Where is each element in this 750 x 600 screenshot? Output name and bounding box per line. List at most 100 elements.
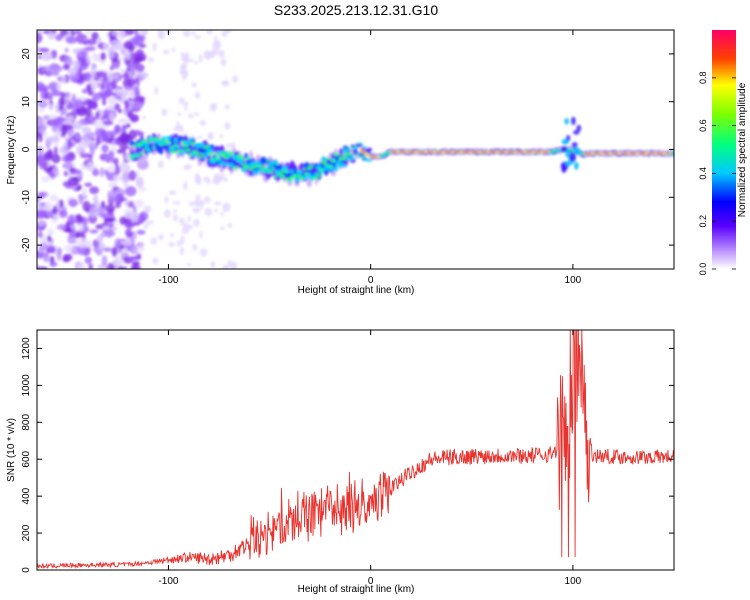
ridge-blob: [308, 165, 315, 168]
ridge-blob: [287, 177, 293, 181]
faint-blob: [179, 247, 185, 255]
faint-blob: [214, 201, 222, 206]
spectrogram-x-tick-label: 100: [565, 275, 582, 286]
ridge-blob: [270, 167, 275, 170]
ridge-blob: [205, 145, 210, 149]
noise-blob: [53, 145, 58, 157]
noise-blob: [91, 31, 99, 41]
ridge-blob: [187, 153, 193, 157]
noise-blob: [43, 253, 49, 263]
spectrogram-y-tick-label: 20: [21, 48, 32, 60]
ridge-peak-segment: [584, 152, 670, 155]
faint-blob: [146, 220, 155, 225]
ridge-peak-segment: [360, 149, 369, 156]
ridge-blob: [250, 161, 257, 166]
ridge-blob: [298, 177, 305, 180]
ridge-blob: [320, 160, 327, 164]
spectrogram-heatmap: [37, 30, 674, 269]
burst-blob: [570, 116, 576, 126]
noise-blob: [37, 99, 48, 109]
faint-blob: [214, 35, 218, 43]
faint-blob: [218, 134, 224, 138]
ridge-blob: [331, 159, 336, 163]
noise-blob: [108, 47, 115, 59]
noise-blob: [64, 244, 74, 253]
noise-blob: [72, 60, 81, 71]
snr-y-tick-label: 0: [21, 567, 32, 573]
ridge-blob: [158, 139, 164, 145]
ridge-blob: [233, 166, 240, 169]
colorbar-tick-label: 0.0: [698, 263, 708, 276]
noise-blob: [76, 148, 81, 154]
ridge-blob: [267, 170, 274, 174]
ridge-blob: [224, 162, 229, 167]
faint-blob: [196, 180, 202, 186]
noise-blob: [119, 143, 130, 151]
ridge-blob: [355, 154, 361, 157]
noise-blob: [114, 124, 121, 134]
noise-blob: [116, 258, 125, 268]
noise-blob: [78, 194, 84, 205]
faint-blob: [204, 196, 211, 204]
spectrogram-y-tick-label: 10: [21, 96, 32, 108]
ridge-blob: [265, 159, 271, 162]
ridge-blob: [347, 147, 354, 150]
faint-blob: [183, 30, 191, 37]
ridge-blob: [306, 166, 312, 170]
noise-blob: [107, 190, 117, 200]
snr-x-tick-label: 0: [368, 576, 374, 587]
burst-blob: [561, 164, 567, 173]
noise-blob: [84, 256, 93, 265]
ridge-blob: [257, 164, 264, 168]
ridge-blob: [340, 157, 347, 161]
ridge-blob: [209, 157, 215, 161]
faint-blob: [176, 240, 182, 247]
ridge-blob: [221, 153, 227, 157]
faint-blob: [170, 233, 174, 238]
ridge-blob: [229, 151, 234, 155]
noise-blob: [86, 55, 91, 64]
noise-blob: [47, 70, 59, 76]
ridge-blob: [273, 175, 278, 178]
noise-blob: [37, 208, 46, 219]
colorbar-tick-label: 0.6: [698, 119, 708, 132]
ridge-blob: [185, 148, 191, 152]
noise-blob: [46, 119, 59, 127]
noise-blob: [61, 109, 68, 115]
ridge-blob: [303, 172, 310, 175]
ridge-blob: [379, 155, 385, 157]
faint-blob: [173, 213, 178, 222]
colorbar-tick-label: 0.2: [698, 215, 708, 228]
noise-blob: [88, 263, 94, 269]
faint-blob: [161, 108, 168, 116]
noise-blob: [59, 199, 64, 209]
noise-blob: [86, 161, 95, 172]
noise-blob: [132, 255, 141, 261]
ridge-blob: [129, 155, 135, 159]
noise-blob: [84, 182, 93, 187]
ridge-blob: [296, 174, 303, 178]
faint-blob: [147, 57, 155, 63]
noise-blob: [65, 36, 78, 44]
noise-blob: [64, 227, 73, 233]
noise-blob: [43, 88, 49, 94]
faint-blob: [192, 243, 198, 251]
faint-blob: [193, 112, 200, 116]
noise-blob: [89, 229, 99, 234]
ridge-blob: [349, 158, 356, 163]
noise-blob: [52, 212, 60, 222]
snr-y-tick-label: 600: [21, 450, 32, 467]
noise-blob: [133, 102, 144, 109]
ridge-blob: [360, 156, 365, 159]
faint-blob: [187, 225, 194, 230]
noise-blob: [130, 65, 137, 72]
colorbar-tick-label: 0.4: [698, 167, 708, 180]
ridge-blob: [156, 138, 162, 141]
faint-blob: [212, 176, 221, 185]
faint-blob: [211, 102, 218, 108]
ridge-blob: [141, 139, 147, 143]
noise-blob: [76, 98, 83, 109]
snr-y-tick-label: 400: [21, 487, 32, 504]
noise-blobs: [37, 30, 239, 269]
noise-blob: [105, 204, 116, 213]
